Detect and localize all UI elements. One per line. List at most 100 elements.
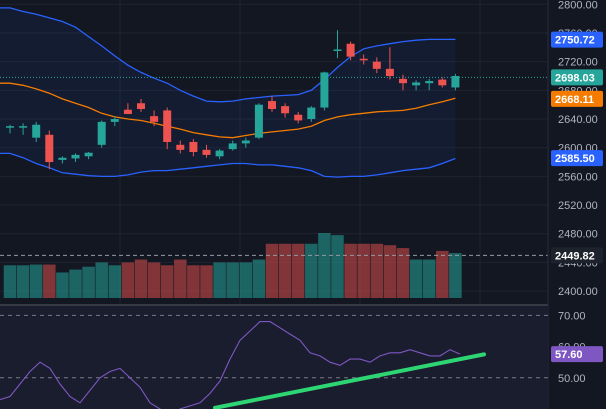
volume-bar <box>29 264 43 298</box>
volume-bar <box>174 259 187 298</box>
price-tag-bg <box>551 90 603 107</box>
volume-bar <box>187 265 200 298</box>
candle-body <box>137 103 145 109</box>
rsi-line <box>0 321 461 409</box>
rsi-value-tag: 57.60 <box>555 349 583 361</box>
price-tag: 2750.72 <box>555 35 595 47</box>
candle-body <box>45 134 54 163</box>
volume-bar <box>16 265 30 298</box>
candle-body <box>425 81 434 84</box>
rsi-tick-label: 50.00 <box>558 373 586 385</box>
volume-bar <box>357 243 370 298</box>
price-tag-bg <box>551 247 603 264</box>
price-tick-label: 2520.00 <box>558 200 598 212</box>
candle-body <box>97 121 106 145</box>
price-tag: 2698.03 <box>555 72 595 84</box>
candle-body <box>71 154 80 159</box>
volume-bar <box>239 262 253 298</box>
price-tags: 2750.72 2698.03 2668.11 2585.50 2449.82 57.60 <box>551 31 603 363</box>
bollinger-upper-line <box>0 7 456 103</box>
bollinger-band-fill <box>0 7 456 178</box>
candle-body <box>268 101 276 109</box>
candle-body <box>58 157 67 160</box>
volume-bar <box>383 245 397 298</box>
price-tick-label: 2720.00 <box>558 57 598 69</box>
candle-body <box>150 116 159 122</box>
price-tag-bg <box>551 31 603 48</box>
volume-bar <box>396 248 410 298</box>
price-tag-bg <box>551 69 603 86</box>
bollinger-lower-line <box>0 152 456 178</box>
volume-bar <box>147 262 161 298</box>
price-tick-label: 2800.00 <box>558 0 598 11</box>
candle-body <box>307 107 316 120</box>
candle-body <box>84 152 93 157</box>
price-tick-label: 2480.00 <box>558 229 598 241</box>
price-tag: 2449.82 <box>555 250 595 262</box>
price-tag-bg <box>551 150 603 167</box>
trendline-drawing[interactable] <box>213 352 486 409</box>
price-tick-label: 2560.00 <box>558 171 598 183</box>
volume-bar <box>134 259 148 298</box>
volume-bar <box>43 264 56 298</box>
candle-body <box>215 150 224 157</box>
volume-bar <box>160 265 174 298</box>
candle-body <box>241 140 250 144</box>
candle-body <box>438 79 447 86</box>
rsi-value-tag-bg <box>551 346 603 363</box>
volume-bar <box>213 262 226 298</box>
volume-bar <box>305 243 318 298</box>
candle-body <box>189 141 198 152</box>
candle-body <box>359 58 368 61</box>
volume-bar <box>265 243 279 298</box>
candle-body <box>19 126 28 128</box>
volume-bar <box>291 243 305 298</box>
candle-body <box>228 143 237 150</box>
volume-bar <box>95 262 108 298</box>
candle-body <box>399 78 407 84</box>
candle-body <box>123 109 132 114</box>
candle-body <box>412 82 421 86</box>
bollinger-basis-line <box>0 82 456 139</box>
candle-body <box>32 124 41 138</box>
volume-bar <box>200 265 213 298</box>
candle-body <box>346 43 355 57</box>
candle-body <box>320 72 329 108</box>
price-tag: 2668.11 <box>555 94 594 106</box>
candle-body <box>294 114 303 121</box>
candle-body <box>163 110 172 142</box>
price-tag: 2585.50 <box>555 153 595 165</box>
rsi-tick-label: 70.00 <box>558 310 586 322</box>
price-tick-label: 2640.00 <box>558 114 598 126</box>
candle-body <box>110 119 119 122</box>
volume-bar <box>422 259 436 298</box>
volume-bar <box>3 265 17 298</box>
volume-bar <box>370 243 384 298</box>
candlesticks <box>6 30 460 170</box>
candle-body <box>254 104 263 138</box>
volume-bar <box>121 262 135 298</box>
volume-bar <box>56 272 69 298</box>
volume-bar <box>69 269 82 298</box>
volume-bar <box>108 265 122 298</box>
volume-bar <box>409 259 423 298</box>
volume-bar <box>226 262 239 298</box>
volume-bars <box>3 233 462 298</box>
candle-body <box>451 76 460 88</box>
volume-bar <box>449 253 462 298</box>
rsi-levels <box>0 314 548 379</box>
candle-body <box>6 126 14 128</box>
price-tick-label: 2400.00 <box>558 286 598 298</box>
candle-body <box>202 149 211 155</box>
volume-bar <box>436 250 449 298</box>
volume-bar <box>331 235 344 298</box>
volume-bar <box>278 243 292 298</box>
rsi-background <box>0 306 548 409</box>
volume-bar <box>344 243 357 298</box>
candle-body <box>176 144 185 150</box>
candle-body <box>333 49 342 51</box>
volume-bar <box>82 266 95 298</box>
candle-body <box>281 106 290 114</box>
candle-body <box>372 61 381 69</box>
